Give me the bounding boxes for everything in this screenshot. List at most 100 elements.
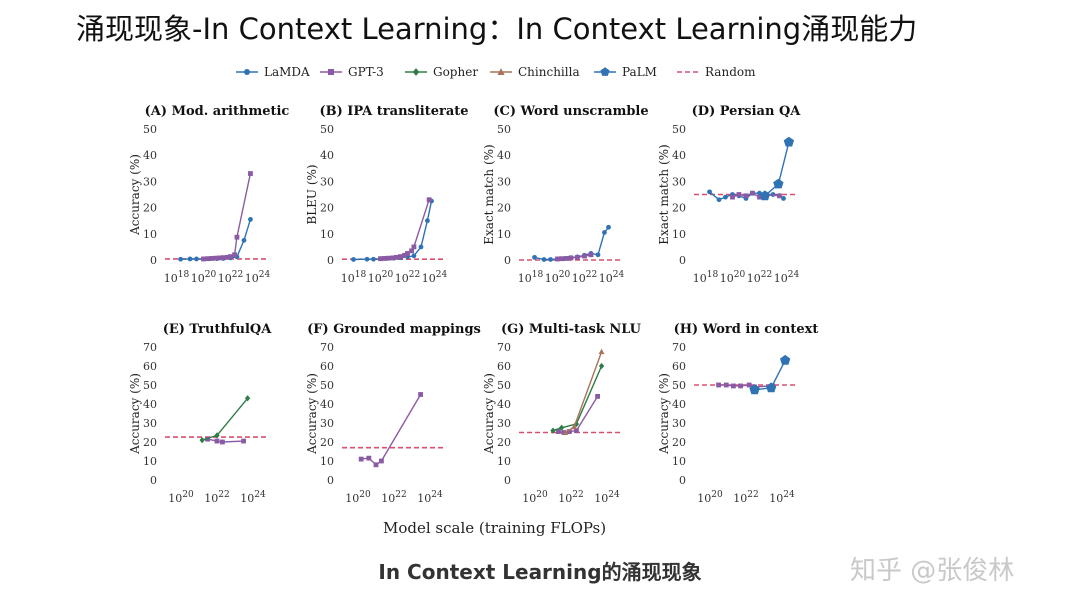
y-tick-label: 30	[320, 175, 334, 188]
data-point	[731, 383, 736, 389]
legend-marker	[244, 69, 250, 75]
y-axis-label: Exact match (%)	[482, 144, 496, 244]
y-tick-label: 10	[672, 228, 686, 241]
y-tick-label: 10	[320, 455, 334, 468]
x-tick-label: 1022	[381, 490, 406, 505]
series-line	[207, 438, 244, 443]
y-tick-label: 0	[327, 474, 334, 487]
y-tick-label: 0	[679, 474, 686, 487]
chart-legend: LaMDA GPT-3 Gopher Chinchilla PaLM Random	[236, 65, 756, 79]
data-point	[766, 382, 777, 393]
y-axis-label: Accuracy (%)	[128, 154, 142, 236]
data-point	[205, 436, 210, 442]
legend-item-random: Random	[677, 65, 756, 79]
y-tick-label: 20	[320, 202, 334, 215]
data-point	[418, 244, 424, 250]
data-point	[402, 252, 407, 258]
data-point	[606, 224, 611, 230]
x-tick-label: 1022	[558, 490, 583, 505]
data-point	[602, 230, 607, 235]
legend-item-lamda: LaMDA	[236, 65, 310, 79]
legend-label: LaMDA	[264, 65, 310, 79]
y-tick-label: 50	[497, 379, 511, 392]
x-tick-label: 1020	[720, 270, 746, 285]
y-axis-label: Accuracy (%)	[482, 373, 496, 455]
data-point	[390, 255, 396, 261]
y-tick-label: 20	[672, 202, 686, 215]
series-lamda	[351, 198, 434, 262]
x-tick-label: 1020	[697, 490, 723, 505]
x-tick-label: 1024	[594, 490, 620, 505]
data-point	[411, 244, 417, 250]
y-tick-label: 20	[497, 436, 511, 449]
series-line	[203, 173, 252, 260]
y-tick-label: 30	[497, 175, 511, 188]
data-point	[418, 392, 423, 397]
y-tick-label: 60	[672, 360, 686, 373]
data-point	[426, 197, 432, 203]
data-point	[234, 234, 240, 240]
data-point	[781, 196, 786, 201]
data-point	[425, 218, 430, 224]
data-point	[187, 256, 193, 262]
series-gpt-3	[201, 171, 253, 262]
y-tick-label: 40	[672, 149, 686, 162]
data-point	[358, 456, 364, 462]
series-line	[201, 397, 249, 441]
slide-title: 涌现现象-In Context Learning：In Context Lear…	[76, 12, 918, 46]
x-tick-label: 1018	[518, 270, 544, 285]
y-tick-label: 20	[497, 202, 511, 215]
y-tick-label: 50	[672, 123, 686, 136]
chart-title: (F) Grounded mappings	[307, 322, 481, 337]
data-point	[214, 438, 220, 444]
data-point	[398, 254, 403, 259]
y-tick-label: 30	[143, 175, 157, 188]
y-tick-label: 10	[143, 455, 157, 468]
data-point	[730, 194, 735, 200]
y-tick-label: 40	[143, 398, 157, 411]
data-point	[558, 424, 565, 431]
data-point	[541, 257, 547, 262]
y-tick-label: 50	[320, 379, 334, 392]
legend-label: Gopher	[433, 65, 478, 79]
data-point	[378, 256, 383, 262]
y-tick-label: 20	[320, 436, 334, 449]
data-point	[743, 193, 749, 199]
data-point	[561, 430, 567, 435]
data-point	[574, 428, 579, 433]
legend-item-chinchilla: Chinchilla	[490, 65, 580, 79]
data-point	[351, 257, 356, 262]
x-tick-label: 1022	[733, 490, 758, 505]
y-tick-label: 60	[497, 360, 511, 373]
data-point	[244, 395, 251, 402]
data-point	[550, 427, 556, 434]
data-point	[598, 348, 605, 355]
series-gpt-3	[556, 394, 600, 435]
watermark: 知乎 @张俊林	[850, 556, 1015, 586]
data-point	[248, 171, 253, 176]
data-point	[209, 256, 215, 261]
data-point	[716, 382, 721, 388]
chart-title: (E) TruthfulQA	[163, 322, 273, 337]
chart-title: (G) Multi-task NLU	[501, 322, 642, 337]
data-point	[716, 197, 722, 203]
x-tick-label: 1024	[245, 270, 271, 285]
data-point	[595, 252, 601, 258]
data-point	[736, 192, 742, 197]
y-tick-label: 70	[497, 341, 511, 354]
y-tick-label: 40	[497, 398, 511, 411]
data-point	[738, 383, 743, 389]
series-line	[380, 199, 430, 260]
x-axis-label: Model scale (training FLOPs)	[383, 519, 607, 537]
series-palm	[749, 354, 791, 395]
y-axis-label: Exact match (%)	[657, 144, 671, 244]
data-point	[411, 253, 417, 259]
x-tick-label: 1018	[341, 270, 367, 285]
data-point	[532, 254, 537, 260]
y-tick-label: 10	[320, 228, 334, 241]
